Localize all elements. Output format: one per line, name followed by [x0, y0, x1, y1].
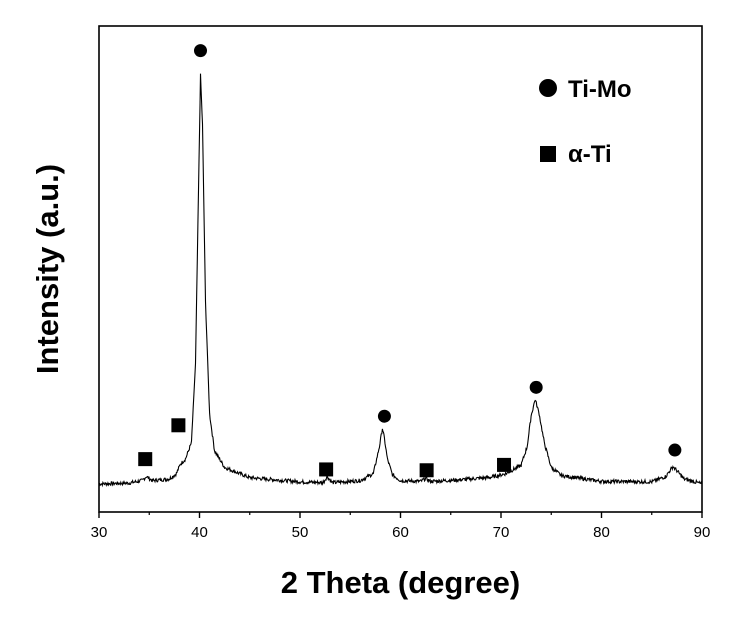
x-tick-label: 40 [191, 524, 208, 541]
x-tick-label: 60 [392, 524, 409, 541]
ti-mo-peak-marker [668, 443, 682, 457]
legend: Ti-Mo α-Ti [539, 76, 632, 168]
legend-label-alpha-ti: α-Ti [568, 141, 612, 168]
legend-square-icon [540, 146, 556, 162]
x-tick-label: 80 [593, 524, 610, 541]
alpha-ti-peak-marker [138, 452, 153, 467]
legend-circle-icon [539, 79, 557, 97]
x-tick-label: 30 [91, 524, 108, 541]
series-layer [98, 73, 703, 488]
x-axis-ticks [98, 512, 703, 518]
ti-mo-peak-marker [529, 380, 543, 394]
legend-label-ti-mo: Ti-Mo [568, 76, 632, 103]
x-axis-tick-labels: 30 40 50 60 70 80 90 [91, 524, 711, 541]
x-tick-label: 50 [292, 524, 309, 541]
x-tick-label: 70 [493, 524, 510, 541]
ti-mo-peak-marker [377, 409, 391, 423]
series-line-0 [98, 73, 703, 488]
alpha-ti-peak-marker [419, 463, 434, 478]
x-axis-title: 2 Theta (degree) [281, 565, 520, 600]
alpha-ti-peak-marker [319, 462, 334, 477]
x-tick-label: 90 [694, 524, 711, 541]
y-axis-title: Intensity (a.u.) [30, 164, 65, 374]
alpha-ti-peak-marker [171, 418, 186, 433]
alpha-ti-peak-marker [497, 457, 512, 472]
peak-markers [138, 44, 682, 478]
ti-mo-peak-marker [194, 44, 208, 58]
